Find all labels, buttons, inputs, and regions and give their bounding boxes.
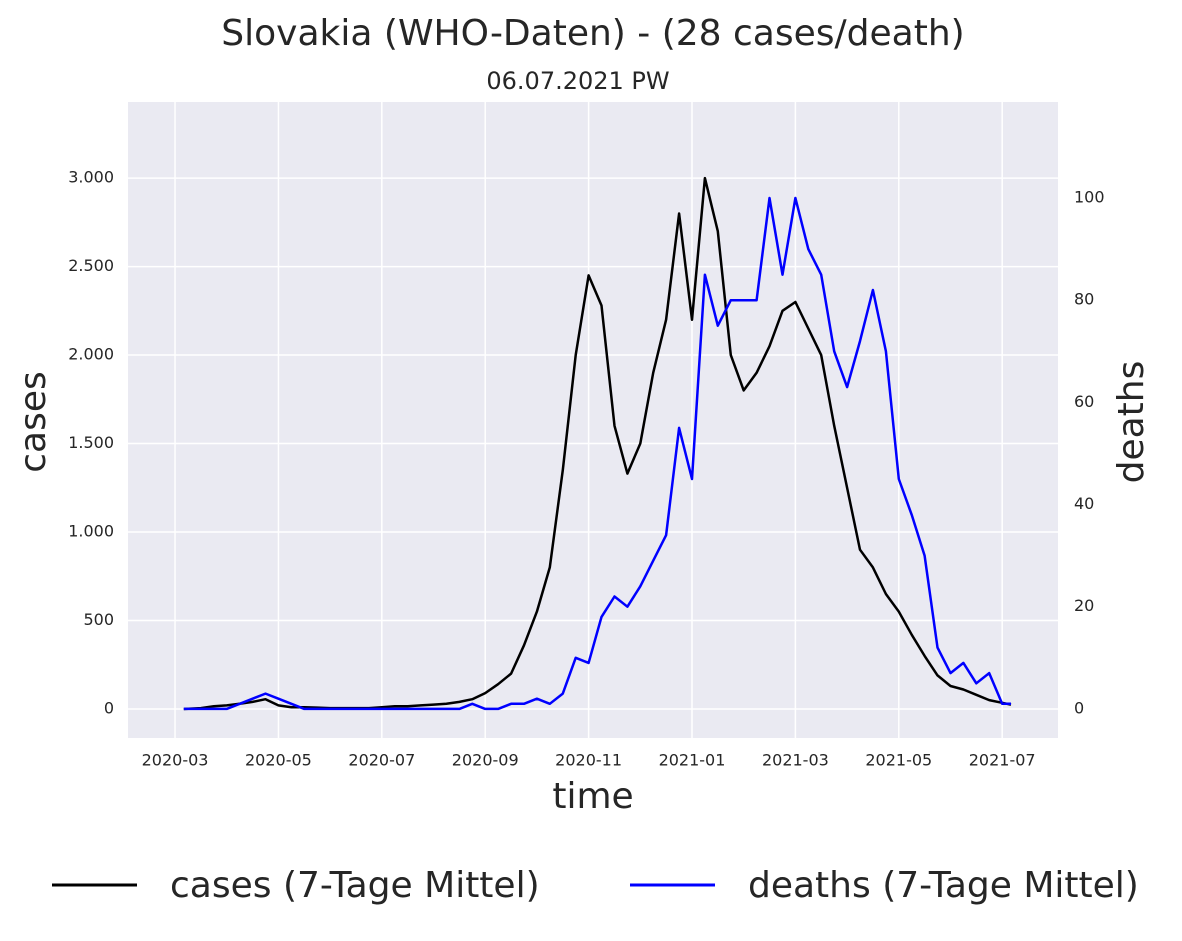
y2-tick-label: 60 bbox=[1074, 392, 1094, 411]
y2-tick-label: 0 bbox=[1074, 698, 1084, 717]
x-tick-label: 2020-03 bbox=[142, 751, 209, 770]
y-tick-label: 1.500 bbox=[68, 433, 114, 452]
y-tick-label: 0 bbox=[104, 698, 114, 717]
plot-area bbox=[128, 102, 1058, 738]
chart-title: Slovakia (WHO-Daten) - (28 cases/death) bbox=[221, 13, 964, 54]
x-tick-label: 2021-03 bbox=[762, 751, 829, 770]
y-tick-label: 2.500 bbox=[68, 256, 114, 275]
x-tick-label: 2020-05 bbox=[245, 751, 312, 770]
y-tick-label: 3.000 bbox=[68, 168, 114, 187]
x-tick-label: 2021-05 bbox=[865, 751, 932, 770]
legend: cases (7-Tage Mittel) deaths (7-Tage Mitt… bbox=[52, 865, 1139, 906]
y-tick-label: 2.000 bbox=[68, 345, 114, 364]
y2-axis-label: deaths bbox=[1111, 361, 1152, 484]
y2-tick-label: 100 bbox=[1074, 188, 1105, 207]
x-tick-label: 2020-07 bbox=[348, 751, 415, 770]
y2-tick-label: 20 bbox=[1074, 596, 1094, 615]
x-tick-label: 2020-11 bbox=[555, 751, 622, 770]
series-line bbox=[183, 196, 1011, 711]
x-tick-label: 2020-09 bbox=[452, 751, 519, 770]
chart-subtitle: 06.07.2021 PW bbox=[486, 67, 669, 95]
x-tick-label: 2021-01 bbox=[659, 751, 726, 770]
legend-label: deaths (7-Tage Mittel) bbox=[748, 865, 1139, 906]
x-axis-label: time bbox=[552, 776, 633, 817]
legend-label: cases (7-Tage Mittel) bbox=[170, 865, 540, 906]
lines bbox=[183, 176, 1012, 711]
y-tick-label: 500 bbox=[83, 610, 114, 629]
x-tick-label: 2021-07 bbox=[969, 751, 1036, 770]
y2-tick-label: 80 bbox=[1074, 290, 1094, 309]
y2-tick-label: 40 bbox=[1074, 494, 1094, 513]
y-axis-label: cases bbox=[13, 371, 54, 473]
grid bbox=[128, 102, 1058, 738]
y-tick-label: 1.000 bbox=[68, 522, 114, 541]
